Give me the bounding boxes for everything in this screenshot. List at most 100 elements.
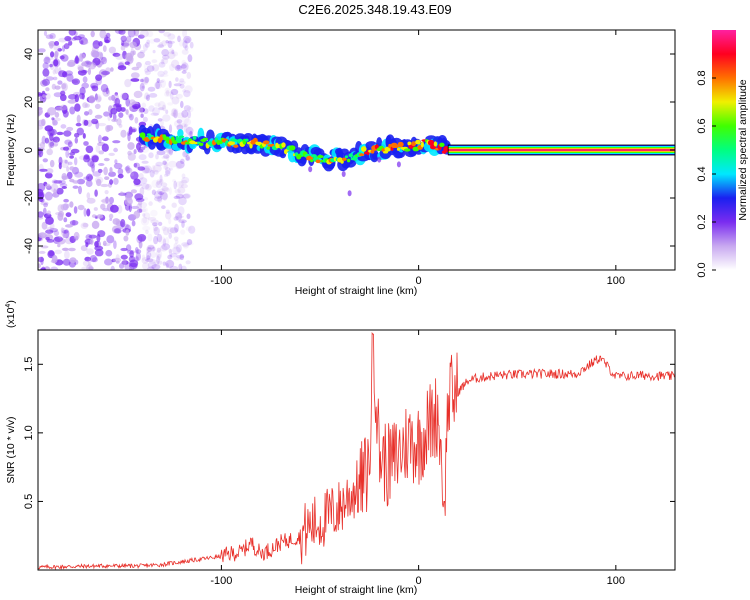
spectrogram-noise-cell	[124, 78, 132, 88]
spectrogram-noise-cell	[72, 219, 76, 226]
spectrogram-noise-cell	[130, 171, 139, 180]
spectrogram-noise-cell	[181, 115, 190, 124]
spectrogram-noise-cell	[164, 173, 169, 177]
spectrogram-noise-cell	[160, 59, 165, 65]
spectrogram-noise-cell	[113, 228, 121, 234]
spectrogram-noise-cell	[113, 257, 122, 263]
colorbar-ticks: 0.0 0.2 0.4 0.6 0.8	[696, 70, 716, 278]
spectrogram-noise-cell	[161, 40, 167, 47]
spectrogram-signal-core	[198, 142, 204, 146]
spectrogram-noise-cell	[45, 92, 51, 100]
snr-ticks: -100 0 100 0.5 1.0 1.5	[23, 330, 675, 587]
spectrogram-noise-cell	[60, 159, 70, 168]
spectrogram-noise-cell	[173, 195, 181, 200]
spectrogram-noise-cell	[85, 179, 93, 188]
spectrogram-noise-cell	[162, 191, 168, 201]
snr-panel: -100 0 100 0.5 1.0 1.5 Height of straight lin…	[5, 300, 676, 596]
spectrogram-noise-cell	[151, 179, 159, 189]
spectrogram-noise-cell	[61, 175, 69, 180]
spectrogram-noise-cell	[137, 51, 145, 59]
spectrogram-noise-cell	[165, 109, 169, 115]
spectrogram-noise-cell	[114, 30, 124, 34]
spectrogram-noise-cell	[39, 168, 48, 172]
spectrogram-noise-cell	[127, 142, 135, 150]
spectrogram-noise-cell	[44, 55, 50, 63]
spectrogram-noise-cell	[155, 249, 163, 259]
spectrogram-noise-cell	[74, 103, 81, 112]
spectrogram-signal-core	[233, 144, 239, 148]
spectrogram-noise-cell	[173, 243, 178, 250]
spectrogram-y-tick-label: 0	[23, 147, 35, 153]
spectrogram-noise-cell	[146, 65, 155, 72]
spectrogram-signal-core	[171, 136, 175, 142]
spectrogram-noise-cell	[107, 112, 111, 122]
spectrogram-noise-cell	[161, 205, 166, 210]
spectrogram-noise-cell	[76, 114, 81, 124]
spectrogram-noise-cell	[103, 166, 108, 176]
spectrogram-noise-cell	[50, 51, 55, 58]
spectrogram-noise-cell	[176, 64, 181, 70]
spectrogram-noise-cell	[42, 207, 47, 216]
spectrogram-noise-cell	[94, 114, 103, 119]
spectrogram-noise-cell	[137, 201, 143, 206]
spectrogram-noise-cell	[71, 78, 80, 85]
snr-x-tick-label: 100	[607, 575, 625, 587]
spectrogram-noise-cell	[158, 191, 165, 196]
spectrogram-noise-cell	[137, 234, 147, 242]
spectrogram-noise-cell	[117, 65, 127, 71]
spectrogram-noise-cell	[41, 221, 48, 230]
spectrogram-noise-cell	[38, 125, 43, 130]
spectrogram-noise-cell	[152, 164, 162, 173]
spectrogram-noise-cell	[65, 149, 70, 158]
spectrogram-noise-cell	[78, 34, 85, 39]
spectrogram-noise-cell	[181, 173, 186, 179]
spectrogram-noise-cell	[139, 177, 148, 185]
spectrogram-noise-cell	[46, 148, 53, 156]
spectrogram-noise-cell	[146, 251, 152, 259]
spectrogram-noise-cell	[40, 201, 49, 206]
spectrogram-noise-cell	[152, 49, 156, 54]
spectrogram-noise-cell	[62, 233, 67, 238]
spectrogram-noise-cell	[54, 117, 61, 122]
spectrogram-noise-cell	[105, 125, 111, 133]
spectrogram-noise-cell	[91, 44, 100, 49]
spectrogram-noise-cell	[66, 73, 74, 82]
spectrogram-noise-cell	[161, 49, 170, 57]
spectrogram-noise-cell	[124, 61, 130, 65]
spectrogram-noise-cell	[136, 142, 141, 151]
spectrogram-noise-cell	[153, 235, 159, 245]
spectrogram-noise-cell	[97, 122, 107, 127]
spectrogram-noise-cell	[175, 161, 182, 170]
spectrogram-noise-cell	[162, 160, 167, 166]
spectrogram-noise-cell	[99, 30, 107, 39]
spectrogram-noise-cell	[59, 183, 68, 188]
spectrogram-noise-cell	[165, 259, 175, 268]
spectrogram-noise-cell	[58, 156, 63, 166]
spectrogram-noise-cell	[90, 49, 98, 58]
spectrogram-y-tick-label: 40	[23, 48, 35, 60]
spectrogram-x-tick-label: 100	[607, 275, 625, 287]
spectrogram-noise-cell	[96, 214, 104, 219]
spectrogram-noise-cell	[118, 112, 124, 118]
spectrogram-noise-cell	[183, 105, 191, 112]
spectrogram-noise-cell	[164, 87, 171, 94]
spectrogram-noise-cell	[64, 250, 70, 260]
spectrogram-noise-cell	[146, 255, 151, 261]
spectrogram-noise-cell	[165, 170, 171, 177]
spectrogram-noise-cell	[66, 203, 70, 209]
spectrogram-noise-cell	[156, 150, 166, 156]
spectrogram-noise-cell	[151, 165, 156, 174]
spectrogram-noise-cell	[175, 77, 179, 82]
spectrogram-noise-cell	[41, 118, 46, 127]
spectrogram-noise-cell	[143, 165, 152, 174]
spectrogram-signal-core	[411, 141, 417, 147]
spectrogram-noise-cell	[139, 187, 145, 196]
spectrogram-noise-cell	[59, 104, 68, 111]
spectrogram-noise-cell	[58, 179, 66, 185]
spectrogram-noise-cell	[113, 147, 118, 153]
spectrogram-noise-cell	[174, 120, 181, 128]
spectrogram-noise-cell	[48, 250, 55, 257]
snr-series-line	[38, 332, 675, 570]
spectrogram-signal-core	[202, 137, 208, 141]
spectrogram-noise-cell	[98, 150, 105, 155]
